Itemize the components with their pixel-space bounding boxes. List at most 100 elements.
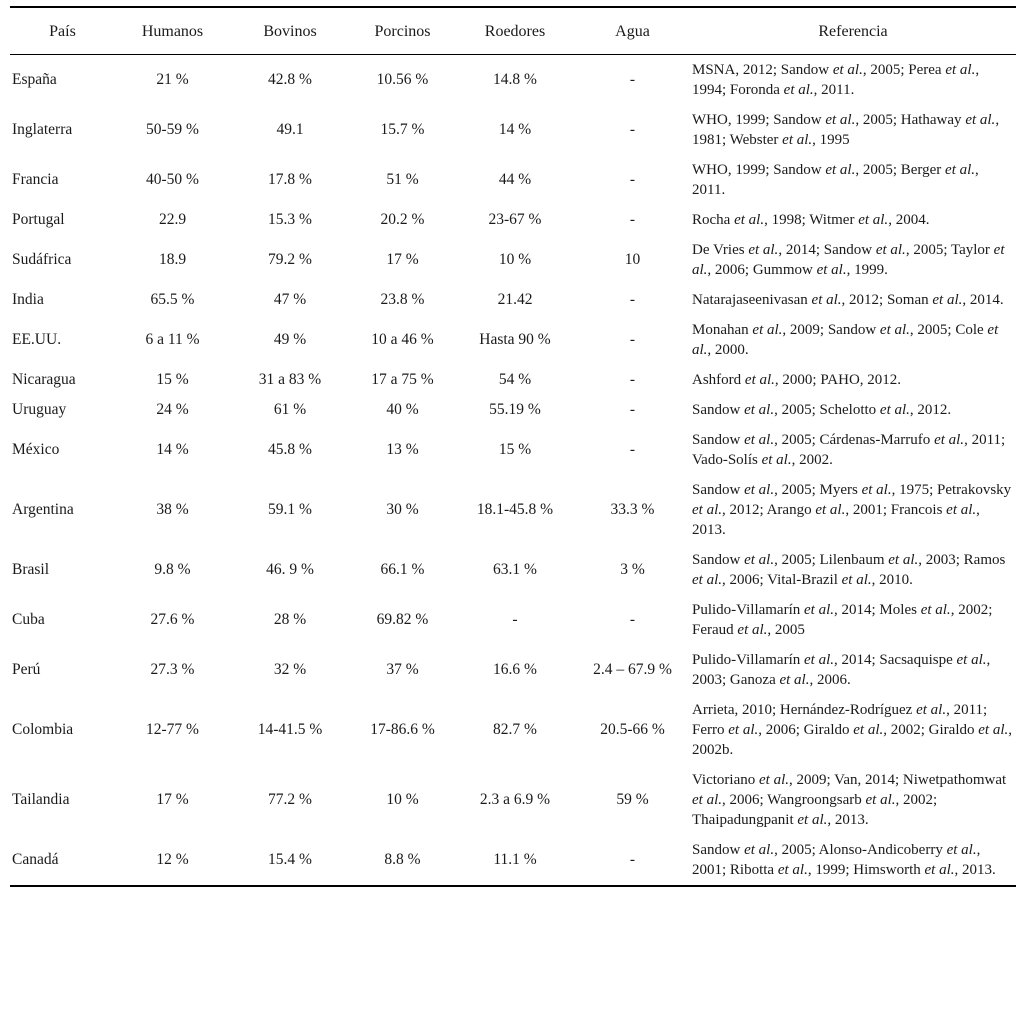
cell-bovinos: 17.8 % xyxy=(268,171,312,188)
cell-agua: - xyxy=(629,121,636,138)
cell-bovinos: 14-41.5 % xyxy=(257,721,323,738)
cell-bovinos: 46. 9 % xyxy=(266,561,314,578)
table-row: Perú 27.3 % 32 % 37 % 16.6 % 2.4 – 67.9 % Puli… xyxy=(10,645,1016,695)
header-bovinos: Bovinos xyxy=(263,23,317,40)
cell-porcinos: 10 % xyxy=(386,791,419,808)
header-agua: Agua xyxy=(615,23,650,40)
cell-porcinos: 30 % xyxy=(386,501,419,518)
cell-referencia: Ashford et al., 2000; PAHO, 2012. xyxy=(692,372,902,388)
cell-agua: - xyxy=(629,211,636,228)
cell-pais: Brasil xyxy=(12,561,50,578)
cell-humanos: 22.9 xyxy=(158,211,187,228)
cell-humanos: 21 % xyxy=(156,71,189,88)
cell-humanos: 15 % xyxy=(156,371,189,388)
cell-porcinos: 10 a 46 % xyxy=(371,331,434,348)
cell-roedores: 44 % xyxy=(498,171,532,188)
table-row: EE.UU. 6 a 11 % 49 % 10 a 46 % Hasta 90 % - Mo… xyxy=(10,315,1016,365)
cell-porcinos: 69.82 % xyxy=(376,611,429,628)
table-row: Uruguay 24 % 61 % 40 % 55.19 % - Sandow et al.… xyxy=(10,395,1016,425)
cell-porcinos: 20.2 % xyxy=(380,211,425,228)
cell-porcinos: 17-86.6 % xyxy=(370,721,435,738)
cell-referencia: De Vries et al., 2014; Sandow et al., 20… xyxy=(692,242,1005,278)
cell-agua: - xyxy=(629,611,636,628)
table-row: Nicaragua 15 % 31 a 83 % 17 a 75 % 54 % - Ashf… xyxy=(10,365,1016,395)
cell-referencia: Pulido-Villamarín et al., 2014; Sacsaqui… xyxy=(692,652,991,688)
table-row: Argentina 38 % 59.1 % 30 % 18.1-45.8 % 33.3 %… xyxy=(10,475,1016,545)
cell-porcinos: 10.56 % xyxy=(376,71,429,88)
cell-bovinos: 15.4 % xyxy=(268,851,312,868)
cell-referencia: Sandow et al., 2005; Lilenbaum et al., 2… xyxy=(692,552,1006,588)
cell-referencia: Sandow et al., 2005; Cárdenas-Marrufo et… xyxy=(692,432,1006,468)
cell-pais: Tailandia xyxy=(12,791,70,808)
cell-referencia: Pulido-Villamarín et al., 2014; Moles et… xyxy=(692,602,993,638)
table-body: España 21 % 42.8 % 10.56 % 14.8 % - MSNA, 2012… xyxy=(10,55,1016,887)
cell-bovinos: 32 % xyxy=(273,661,307,678)
cell-pais: Colombia xyxy=(12,721,74,738)
cell-humanos: 65.5 % xyxy=(150,291,195,308)
cell-porcinos: 15.7 % xyxy=(380,121,425,138)
cell-agua: 59 % xyxy=(616,791,649,808)
table-head: País Humanos Bovinos Porcinos Roedores A… xyxy=(10,7,1016,55)
table-row: Colombia 12-77 % 14-41.5 % 17-86.6 % 82.7 % 2… xyxy=(10,695,1016,765)
cell-pais: Sudáfrica xyxy=(12,251,72,268)
cell-porcinos: 13 % xyxy=(386,441,419,458)
cell-referencia: WHO, 1999; Sandow et al., 2005; Hathaway… xyxy=(692,112,1000,148)
header-humanos: Humanos xyxy=(141,23,204,40)
cell-agua: - xyxy=(629,71,636,88)
cell-porcinos: 66.1 % xyxy=(380,561,425,578)
cell-bovinos: 79.2 % xyxy=(268,251,312,268)
cell-humanos: 27.3 % xyxy=(150,661,195,678)
cell-humanos: 17 % xyxy=(156,791,189,808)
cell-pais: Francia xyxy=(12,171,59,188)
table-row: México 14 % 45.8 % 13 % 15 % - Sandow et al., … xyxy=(10,425,1016,475)
cell-humanos: 50-59 % xyxy=(146,121,199,138)
cell-agua: - xyxy=(629,371,636,388)
cell-agua: - xyxy=(629,851,636,868)
cell-agua: 10 xyxy=(624,251,641,268)
cell-pais: Canadá xyxy=(12,851,59,868)
cell-pais: Perú xyxy=(12,661,41,678)
cell-pais: Uruguay xyxy=(12,401,67,418)
cell-referencia: Natarajaseenivasan et al., 2012; Soman e… xyxy=(692,292,1004,308)
cell-humanos: 40-50 % xyxy=(146,171,199,188)
cell-roedores: 63.1 % xyxy=(493,561,537,578)
cell-humanos: 6 a 11 % xyxy=(145,331,200,348)
cell-roedores: Hasta 90 % xyxy=(479,331,551,348)
cell-roedores: 14 % xyxy=(498,121,532,138)
cell-porcinos: 51 % xyxy=(386,171,419,188)
cell-pais: EE.UU. xyxy=(12,331,62,348)
cell-pais: Cuba xyxy=(12,611,45,628)
cell-bovinos: 15.3 % xyxy=(268,211,312,228)
table-header-row: País Humanos Bovinos Porcinos Roedores A… xyxy=(10,7,1016,55)
cell-humanos: 18.9 xyxy=(158,251,187,268)
table-row: India 65.5 % 47 % 23.8 % 21.42 - Natarajaseeni… xyxy=(10,285,1016,315)
cell-pais: India xyxy=(12,291,44,308)
cell-porcinos: 23.8 % xyxy=(380,291,425,308)
cell-referencia: Victoriano et al., 2009; Van, 2014; Niwe… xyxy=(692,772,1007,828)
header-pais: País xyxy=(49,23,76,40)
cell-pais: Inglaterra xyxy=(12,121,73,138)
table-row: Canadá 12 % 15.4 % 8.8 % 11.1 % - Sandow et al… xyxy=(10,835,1016,886)
cell-porcinos: 8.8 % xyxy=(384,851,421,868)
cell-roedores: 21.42 xyxy=(497,291,533,308)
table-row: Brasil 9.8 % 46. 9 % 66.1 % 63.1 % 3 % Sandow … xyxy=(10,545,1016,595)
table-row: Cuba 27.6 % 28 % 69.82 % - - Pulido-Villamarín… xyxy=(10,595,1016,645)
cell-roedores: 55.19 % xyxy=(489,401,541,418)
cell-referencia: WHO, 1999; Sandow et al., 2005; Berger e… xyxy=(692,162,979,198)
cell-roedores: 16.6 % xyxy=(493,661,537,678)
cell-roedores: - xyxy=(512,611,518,628)
table-row: Inglaterra 50-59 % 49.1 15.7 % 14 % - WHO, 199… xyxy=(10,105,1016,155)
cell-agua: - xyxy=(629,331,636,348)
table-row: Sudáfrica 18.9 79.2 % 17 % 10 % 10 De Vries et… xyxy=(10,235,1016,285)
cell-roedores: 18.1-45.8 % xyxy=(476,501,554,518)
cell-agua: 2.4 – 67.9 % xyxy=(593,661,672,678)
cell-bovinos: 28 % xyxy=(273,611,307,628)
cell-agua: - xyxy=(629,441,636,458)
cell-roedores: 10 % xyxy=(498,251,532,268)
cell-bovinos: 59.1 % xyxy=(268,501,312,518)
cell-humanos: 38 % xyxy=(156,501,189,518)
cell-bovinos: 42.8 % xyxy=(268,71,312,88)
cell-porcinos: 40 % xyxy=(386,401,419,418)
cell-pais: México xyxy=(12,441,60,458)
cell-roedores: 15 % xyxy=(498,441,532,458)
